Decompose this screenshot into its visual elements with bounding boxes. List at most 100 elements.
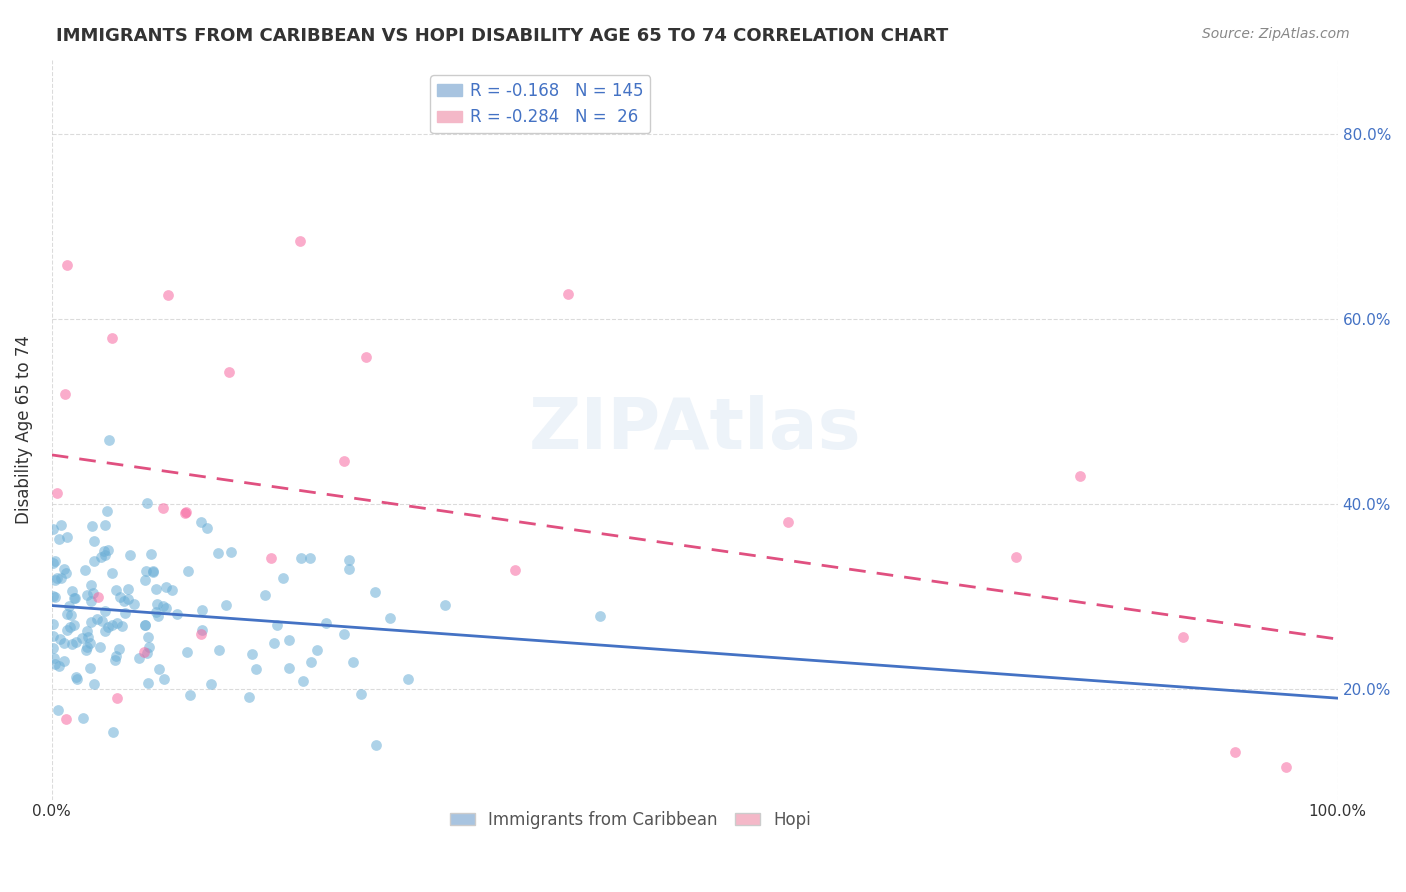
Immigrants from Caribbean <box>139 547 162 561</box>
Hopi <box>1005 549 1028 564</box>
Immigrants from Caribbean <box>89 550 111 565</box>
Hopi <box>56 258 79 272</box>
Immigrants from Caribbean <box>136 630 159 644</box>
Immigrants from Caribbean <box>59 620 82 634</box>
Immigrants from Caribbean <box>42 629 65 643</box>
Hopi <box>557 287 579 301</box>
Immigrants from Caribbean <box>48 659 70 673</box>
Immigrants from Caribbean <box>342 655 364 669</box>
Immigrants from Caribbean <box>105 583 128 598</box>
Immigrants from Caribbean <box>63 618 86 632</box>
Immigrants from Caribbean <box>190 515 212 529</box>
Immigrants from Caribbean <box>134 618 156 632</box>
Hopi <box>1069 469 1091 483</box>
Immigrants from Caribbean <box>96 504 118 518</box>
Immigrants from Caribbean <box>76 588 98 602</box>
Immigrants from Caribbean <box>136 495 159 509</box>
Immigrants from Caribbean <box>83 677 105 691</box>
Immigrants from Caribbean <box>103 724 125 739</box>
Immigrants from Caribbean <box>153 672 176 686</box>
Hopi <box>260 551 283 566</box>
Immigrants from Caribbean <box>108 642 131 657</box>
Y-axis label: Disability Age 65 to 74: Disability Age 65 to 74 <box>15 335 32 524</box>
Immigrants from Caribbean <box>366 738 388 752</box>
Immigrants from Caribbean <box>65 670 87 684</box>
Immigrants from Caribbean <box>219 544 242 558</box>
Immigrants from Caribbean <box>94 548 117 562</box>
Immigrants from Caribbean <box>179 688 201 702</box>
Immigrants from Caribbean <box>146 598 169 612</box>
Immigrants from Caribbean <box>94 517 117 532</box>
Hopi <box>190 627 212 641</box>
Hopi <box>505 563 527 577</box>
Immigrants from Caribbean <box>72 711 94 725</box>
Immigrants from Caribbean <box>94 624 117 639</box>
Immigrants from Caribbean <box>49 518 72 533</box>
Immigrants from Caribbean <box>42 522 65 536</box>
Immigrants from Caribbean <box>160 582 183 597</box>
Immigrants from Caribbean <box>86 612 108 626</box>
Text: Source: ZipAtlas.com: Source: ZipAtlas.com <box>1202 27 1350 41</box>
Hopi <box>55 712 77 726</box>
Immigrants from Caribbean <box>101 566 124 580</box>
Text: ZIPAtlas: ZIPAtlas <box>529 395 860 464</box>
Hopi <box>174 507 197 521</box>
Immigrants from Caribbean <box>135 564 157 578</box>
Immigrants from Caribbean <box>46 702 69 716</box>
Immigrants from Caribbean <box>337 552 360 566</box>
Immigrants from Caribbean <box>349 688 371 702</box>
Immigrants from Caribbean <box>191 603 214 617</box>
Hopi <box>45 485 67 500</box>
Immigrants from Caribbean <box>79 661 101 675</box>
Immigrants from Caribbean <box>215 598 238 612</box>
Immigrants from Caribbean <box>80 518 103 533</box>
Hopi <box>776 515 799 529</box>
Hopi <box>174 505 197 519</box>
Immigrants from Caribbean <box>76 640 98 655</box>
Hopi <box>53 386 76 401</box>
Immigrants from Caribbean <box>138 640 160 654</box>
Immigrants from Caribbean <box>166 607 188 621</box>
Immigrants from Caribbean <box>145 606 167 620</box>
Immigrants from Caribbean <box>75 642 97 657</box>
Hopi <box>1275 760 1298 774</box>
Immigrants from Caribbean <box>63 591 86 605</box>
Immigrants from Caribbean <box>66 672 89 686</box>
Immigrants from Caribbean <box>110 619 132 633</box>
Immigrants from Caribbean <box>42 589 65 603</box>
Immigrants from Caribbean <box>266 618 288 632</box>
Immigrants from Caribbean <box>191 624 214 638</box>
Immigrants from Caribbean <box>145 582 167 596</box>
Immigrants from Caribbean <box>79 636 101 650</box>
Immigrants from Caribbean <box>263 636 285 650</box>
Immigrants from Caribbean <box>128 651 150 665</box>
Immigrants from Caribbean <box>55 566 77 580</box>
Immigrants from Caribbean <box>240 647 263 661</box>
Immigrants from Caribbean <box>44 553 66 567</box>
Immigrants from Caribbean <box>65 634 87 648</box>
Immigrants from Caribbean <box>44 657 66 671</box>
Immigrants from Caribbean <box>80 615 103 629</box>
Immigrants from Caribbean <box>49 571 72 585</box>
Immigrants from Caribbean <box>298 551 321 566</box>
Immigrants from Caribbean <box>55 607 77 621</box>
Immigrants from Caribbean <box>108 590 131 604</box>
Immigrants from Caribbean <box>315 615 337 630</box>
Immigrants from Caribbean <box>176 564 198 578</box>
Immigrants from Caribbean <box>152 599 174 613</box>
Immigrants from Caribbean <box>83 554 105 568</box>
Immigrants from Caribbean <box>277 633 299 648</box>
Immigrants from Caribbean <box>364 584 387 599</box>
Immigrants from Caribbean <box>77 631 100 645</box>
Legend: Immigrants from Caribbean, Hopi: Immigrants from Caribbean, Hopi <box>443 805 817 836</box>
Immigrants from Caribbean <box>80 578 103 592</box>
Immigrants from Caribbean <box>245 662 267 676</box>
Hopi <box>218 365 240 379</box>
Immigrants from Caribbean <box>75 563 97 577</box>
Immigrants from Caribbean <box>378 611 401 625</box>
Immigrants from Caribbean <box>48 632 70 646</box>
Immigrants from Caribbean <box>53 636 76 650</box>
Hopi <box>288 234 311 248</box>
Immigrants from Caribbean <box>48 532 70 546</box>
Immigrants from Caribbean <box>114 606 136 620</box>
